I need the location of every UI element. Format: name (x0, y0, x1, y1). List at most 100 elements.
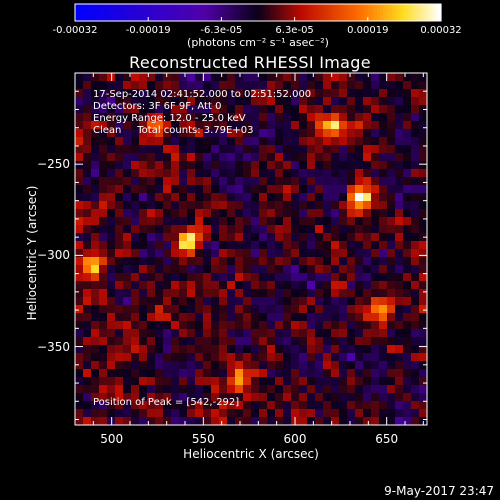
heatmap-pixel (259, 113, 268, 122)
heatmap-pixel (371, 217, 380, 226)
heatmap-pixel (411, 201, 420, 210)
heatmap-pixel (299, 209, 308, 218)
heatmap-pixel (395, 409, 404, 418)
heatmap-pixel (275, 217, 284, 226)
heatmap-pixel (283, 281, 292, 290)
heatmap-pixel (195, 185, 204, 194)
heatmap-pixel (115, 305, 124, 314)
heatmap-pixel (155, 321, 164, 330)
heatmap-pixel (307, 385, 316, 394)
heatmap-pixel (195, 401, 204, 410)
heatmap-pixel (251, 305, 260, 314)
heatmap-pixel (315, 289, 324, 298)
heatmap-pixel (107, 201, 116, 210)
heatmap-pixel (267, 177, 276, 186)
heatmap-pixel (219, 385, 228, 394)
heatmap-pixel (371, 385, 380, 394)
heatmap-pixel (251, 233, 260, 242)
x-tick-label: 550 (191, 432, 215, 446)
heatmap-pixel (315, 169, 324, 178)
heatmap-pixel (387, 353, 396, 362)
heatmap-pixel (91, 177, 100, 186)
heatmap-pixel (395, 369, 404, 378)
heatmap-pixel (179, 257, 188, 266)
heatmap-pixel (299, 353, 308, 362)
heatmap-pixel (147, 89, 156, 98)
heatmap-pixel (139, 385, 148, 394)
heatmap-pixel (419, 281, 428, 290)
heatmap-pixel (203, 337, 212, 346)
heatmap-pixel (187, 393, 196, 402)
heatmap-pixel (259, 305, 268, 314)
heatmap-pixel (299, 249, 308, 258)
colorbar-segment (203, 4, 207, 21)
heatmap-pixel (179, 385, 188, 394)
heatmap-pixel (171, 209, 180, 218)
heatmap-pixel (259, 137, 268, 146)
heatmap-pixel (155, 289, 164, 298)
heatmap-pixel (227, 385, 236, 394)
heatmap-pixel (347, 337, 356, 346)
heatmap-pixel (139, 129, 148, 138)
heatmap-pixel (387, 217, 396, 226)
heatmap-pixel (267, 105, 276, 114)
heatmap-pixel (75, 201, 84, 210)
colorbar-segment (230, 4, 235, 21)
heatmap-pixel (171, 113, 180, 122)
heatmap-pixel (75, 345, 84, 354)
heatmap-pixel (219, 97, 228, 106)
heatmap-pixel (355, 273, 364, 282)
heatmap-pixel (291, 281, 300, 290)
heatmap-pixel (411, 361, 420, 370)
heatmap-pixel (211, 201, 220, 210)
heatmap-pixel (363, 241, 372, 250)
heatmap-pixel (395, 137, 404, 146)
heatmap-pixel (107, 353, 116, 362)
heatmap-pixel (171, 361, 180, 370)
heatmap-pixel (387, 401, 396, 410)
heatmap-pixel (131, 369, 140, 378)
heatmap-pixel (403, 201, 412, 210)
heatmap-pixel (267, 185, 276, 194)
heatmap-pixel (411, 377, 420, 386)
heatmap-pixel (275, 145, 284, 154)
heatmap-pixel (131, 289, 140, 298)
heatmap-pixel (267, 305, 276, 314)
heatmap-pixel (395, 81, 404, 90)
heatmap-pixel (283, 217, 292, 226)
heatmap-pixel (139, 225, 148, 234)
heatmap-pixel (251, 193, 260, 202)
heatmap-pixel (411, 73, 420, 82)
heatmap-pixel (75, 241, 84, 250)
colorbar-segment (349, 4, 354, 21)
heatmap-pixel (291, 209, 300, 218)
heatmap-pixel (139, 297, 148, 306)
heatmap-pixel (403, 177, 412, 186)
heatmap-pixel (419, 313, 428, 322)
colorbar-segment (413, 4, 418, 21)
heatmap-pixel (395, 241, 404, 250)
heatmap-pixel (155, 145, 164, 154)
heatmap-pixel (187, 121, 196, 130)
heatmap-pixel (123, 401, 132, 410)
heatmap-pixel (355, 281, 364, 290)
heatmap-pixel (347, 313, 356, 322)
heatmap-pixel (291, 265, 300, 274)
heatmap-pixel (379, 313, 388, 322)
heatmap-pixel (291, 169, 300, 178)
heatmap-pixel (267, 265, 276, 274)
heatmap-pixel (371, 249, 380, 258)
colorbar-segment (172, 4, 177, 21)
heatmap-pixel (251, 169, 260, 178)
heatmap-pixel (99, 377, 108, 386)
colorbar-segment (322, 4, 326, 21)
heatmap-pixel (371, 121, 380, 130)
heatmap-pixel (371, 289, 380, 298)
heatmap-pixel (171, 337, 180, 346)
heatmap-pixel (387, 241, 396, 250)
heatmap-pixel (235, 289, 244, 298)
info-line-counts: Clean Total counts: 3.79E+03 (93, 125, 254, 136)
heatmap-pixel (115, 241, 124, 250)
heatmap-pixel (323, 249, 332, 258)
heatmap-pixel (411, 121, 420, 130)
